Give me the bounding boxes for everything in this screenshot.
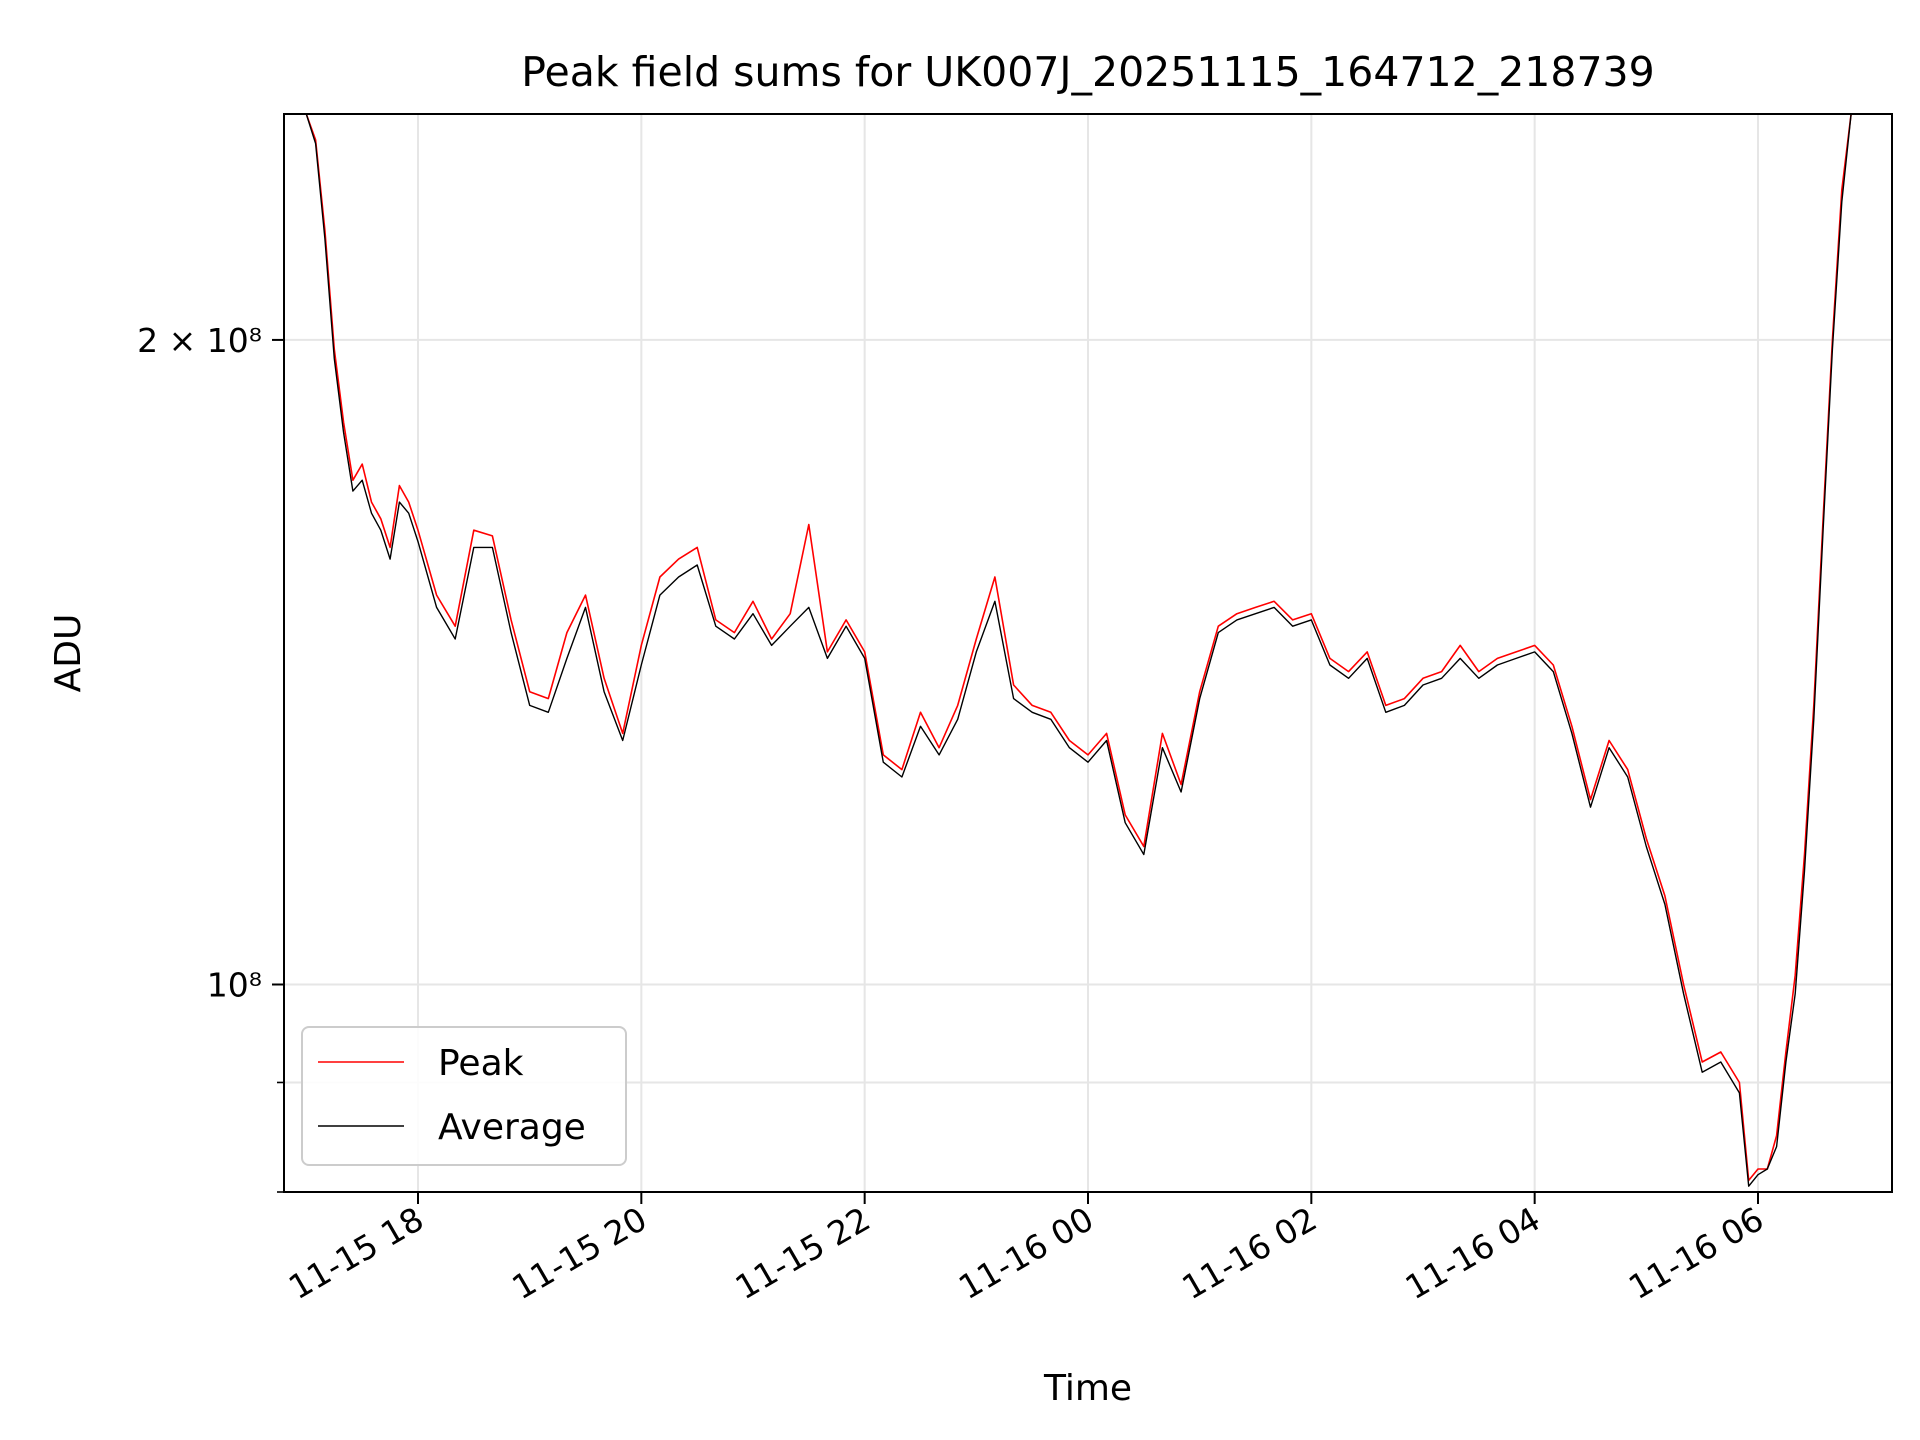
legend: Peak Average: [301, 1026, 627, 1166]
y-axis-label: ADU: [48, 614, 89, 693]
y-tick-label: 2 × 10⁸: [137, 321, 262, 360]
series-layer: [297, 114, 1870, 1187]
series-line-peak: [297, 114, 1870, 1182]
x-axis-label: Time: [1043, 1368, 1132, 1409]
y-tick-label: 10⁸: [207, 965, 262, 1004]
series-line-average: [297, 114, 1870, 1187]
legend-label-peak: Peak: [438, 1043, 524, 1084]
chart-title: Peak field sums for UK007J_20251115_1647…: [521, 48, 1654, 96]
legend-label-average: Average: [438, 1107, 586, 1148]
axes-frame: [283, 113, 1893, 1193]
